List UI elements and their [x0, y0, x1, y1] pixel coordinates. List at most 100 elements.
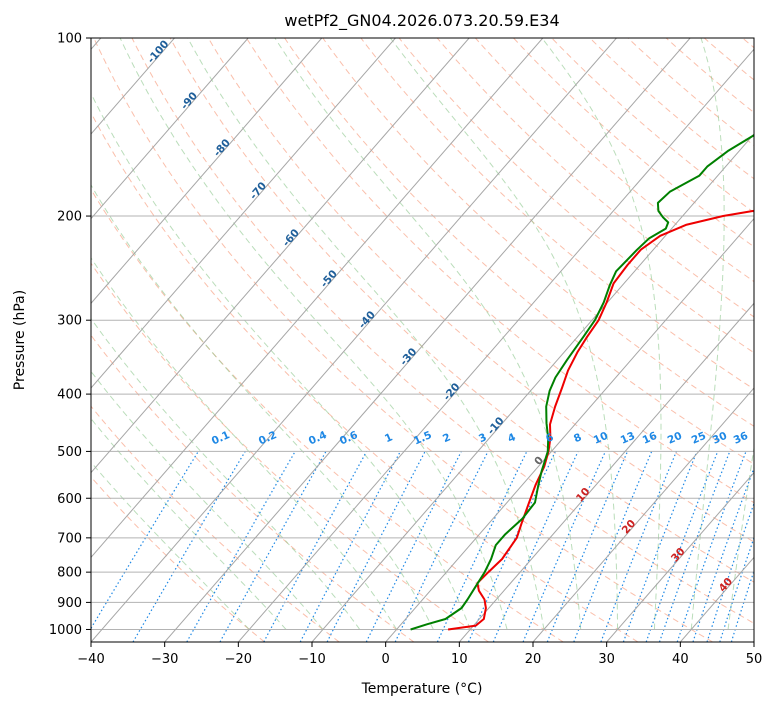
grid-lines — [91, 38, 754, 642]
plot-background — [91, 38, 754, 642]
moist-adiabat-line — [91, 317, 361, 630]
y-tick-label: 500 — [57, 445, 82, 460]
mixing-ratio-line — [676, 451, 747, 642]
isotherm-line — [164, 38, 691, 642]
x-tick-label: 50 — [746, 652, 763, 667]
mixing-ratio-line — [436, 451, 528, 642]
temperature-profile-line — [447, 209, 754, 631]
x-tick-label: 10 — [451, 652, 468, 667]
dry-adiabat-line — [91, 476, 265, 642]
isotherm-line — [91, 38, 544, 559]
mixing-ratio-line — [719, 535, 754, 642]
x-tick-label: −40 — [77, 652, 104, 667]
isopleth-labels: -100-90-80-70-60-50-40-30-20-10010203040… — [145, 38, 750, 594]
moist-adiabat-line — [541, 38, 662, 630]
dry-adiabat-line — [475, 38, 754, 283]
mixing-ratio-line — [91, 451, 199, 630]
dry-adiabat-line — [131, 38, 754, 624]
mixing-ratio-line — [546, 451, 629, 642]
mixing-ratio-label: 1 — [383, 431, 395, 445]
x-tick-label: 40 — [672, 652, 689, 667]
isotherm-line — [91, 38, 323, 305]
y-tick-label: 700 — [57, 531, 82, 546]
isotherm-line — [606, 471, 754, 642]
isotherm-line — [91, 38, 617, 642]
mixing-ratio-label: 3 — [477, 431, 489, 445]
isotherm-line — [385, 217, 754, 642]
mixing-ratio-label: 8 — [572, 431, 584, 445]
moist-adiabat-line — [274, 38, 582, 630]
mixing-ratio-label: 30 — [711, 430, 729, 447]
mixing-ratio-label: 25 — [690, 430, 708, 447]
mixing-ratio-label: 6 — [544, 431, 556, 445]
plot-frame — [90, 37, 755, 643]
moist-adiabat-line — [91, 417, 287, 630]
isotherm-line — [91, 38, 249, 220]
moist-adiabat-line — [119, 38, 508, 630]
mixing-ratio-line — [365, 451, 462, 642]
isotherm-line — [532, 387, 754, 642]
y-tick-label: 1000 — [49, 623, 82, 638]
mixing-ratio-line — [522, 451, 606, 642]
moist-adiabats — [91, 38, 754, 630]
dry-adiabat-line — [245, 38, 754, 504]
x-tick-label: −20 — [225, 652, 252, 667]
dry-adiabat-line — [91, 111, 639, 642]
mixing-ratio-line — [692, 466, 754, 642]
moist-adiabat-line — [91, 92, 471, 630]
y-axis-title: Pressure (hPa) — [12, 290, 28, 390]
mixing-ratio-label: 20 — [666, 430, 684, 447]
mixing-ratio-label: 4 — [506, 431, 518, 445]
y-tick-label: 900 — [57, 596, 82, 611]
y-tick-label: 200 — [57, 210, 82, 225]
x-tick-label: 20 — [525, 652, 542, 667]
mixing-ratio-label: 13 — [619, 430, 637, 447]
mixing-ratio-line — [645, 451, 719, 642]
x-axis-title: Temperature (°C) — [361, 681, 483, 697]
mixing-ratio-line — [394, 451, 489, 642]
x-tick-label: −10 — [298, 652, 325, 667]
mixing-ratio-line — [730, 569, 754, 642]
x-tick-label: 0 — [382, 652, 390, 667]
y-tick-label: 300 — [57, 314, 82, 329]
moist-adiabat-line — [690, 38, 725, 630]
moist-adiabat-line — [727, 444, 754, 630]
x-tick-label: 30 — [598, 652, 615, 667]
isotherm-line — [91, 38, 396, 389]
x-axis-ticks: −40 −30 −20 −10 0 10 20 30 40 50 — [77, 642, 762, 667]
y-tick-label: 100 — [57, 32, 82, 47]
y-tick-label: 600 — [57, 492, 82, 507]
dry-adiabat-line — [513, 38, 754, 248]
moist-adiabat-line — [91, 461, 250, 630]
mixing-ratio-line — [132, 451, 246, 642]
mixing-ratio-line — [263, 451, 368, 642]
mixing-ratio-label: 10 — [592, 430, 610, 447]
mixing-ratio-line — [658, 451, 731, 642]
y-axis-ticks: 100 200 300 400 500 600 700 800 900 1000 — [49, 32, 91, 638]
x-tick-label: −30 — [151, 652, 178, 667]
mixing-ratio-lines — [91, 451, 754, 642]
mixing-ratio-line — [706, 501, 754, 642]
dry-adiabat-line — [398, 38, 754, 354]
dry-adiabat-line — [93, 38, 713, 642]
y-tick-label: 400 — [57, 388, 82, 403]
mixing-ratio-label: 36 — [732, 430, 750, 447]
dry-adiabat-line — [169, 38, 754, 583]
isotherm-line — [458, 302, 754, 642]
moist-adiabat-line — [91, 257, 398, 630]
isotherm-line — [237, 48, 754, 642]
chart-title: wetPf2_GN04.2026.073.20.59.E34 — [284, 11, 559, 31]
dewpoint-profile-line — [410, 133, 754, 631]
dry-adiabat-line — [360, 38, 754, 390]
moist-adiabat-line — [389, 38, 619, 630]
moist-adiabat-line — [187, 38, 545, 630]
mixing-ratio-line — [219, 451, 327, 642]
mixing-ratio-line — [186, 451, 296, 642]
y-tick-label: 800 — [57, 566, 82, 581]
isotherm-line — [91, 38, 470, 474]
dry-adiabat-line — [322, 38, 754, 427]
moist-adiabat-line — [91, 370, 324, 630]
mixing-ratio-label: 16 — [641, 430, 659, 447]
sounding-profiles — [410, 133, 754, 631]
